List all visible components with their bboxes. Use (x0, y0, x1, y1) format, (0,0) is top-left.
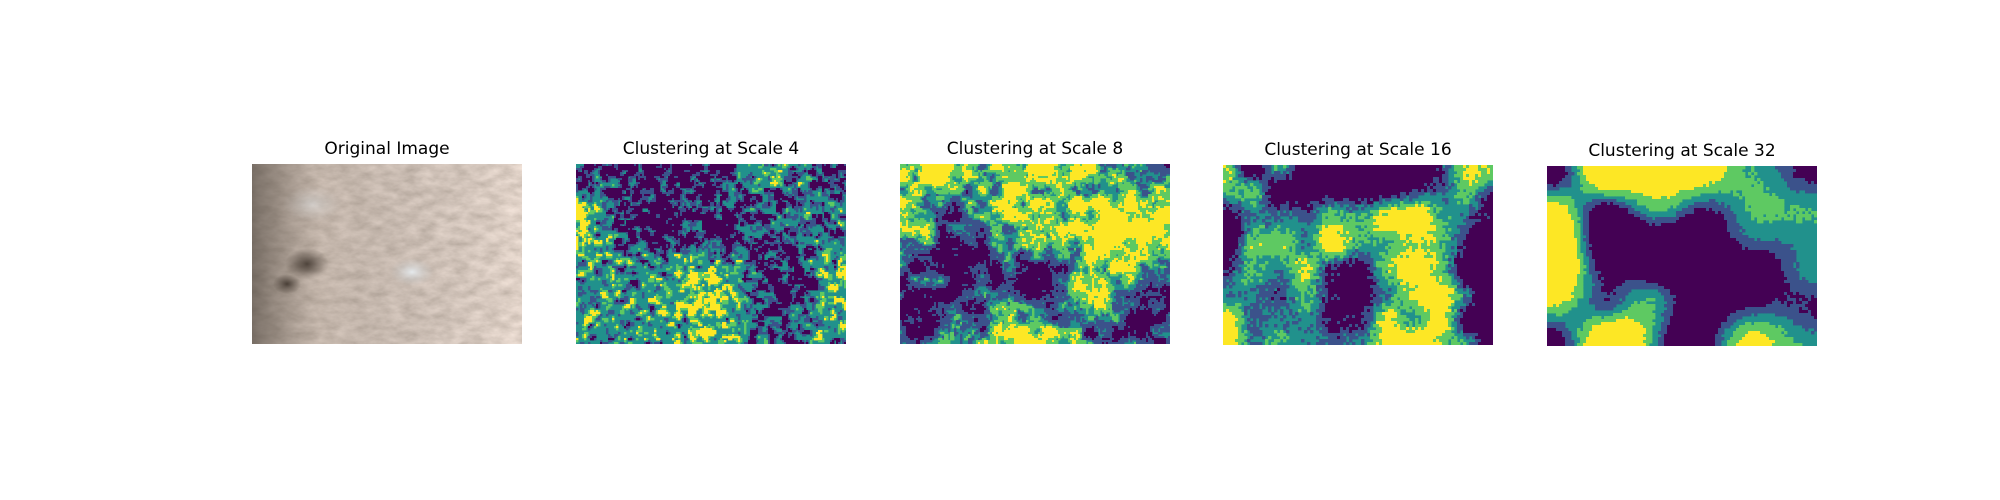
panel-title: Original Image (252, 139, 522, 159)
cluster-map-scale-8 (900, 164, 1170, 344)
panel-title: Clustering at Scale 4 (576, 139, 846, 159)
panel-title: Clustering at Scale 16 (1223, 140, 1493, 160)
original-image (252, 164, 522, 344)
cluster-map-scale-4 (576, 164, 846, 344)
panel-title: Clustering at Scale 8 (900, 139, 1170, 159)
cluster-map-scale-32 (1547, 166, 1817, 346)
cluster-map-scale-16 (1223, 165, 1493, 345)
panel-title: Clustering at Scale 32 (1547, 141, 1817, 161)
